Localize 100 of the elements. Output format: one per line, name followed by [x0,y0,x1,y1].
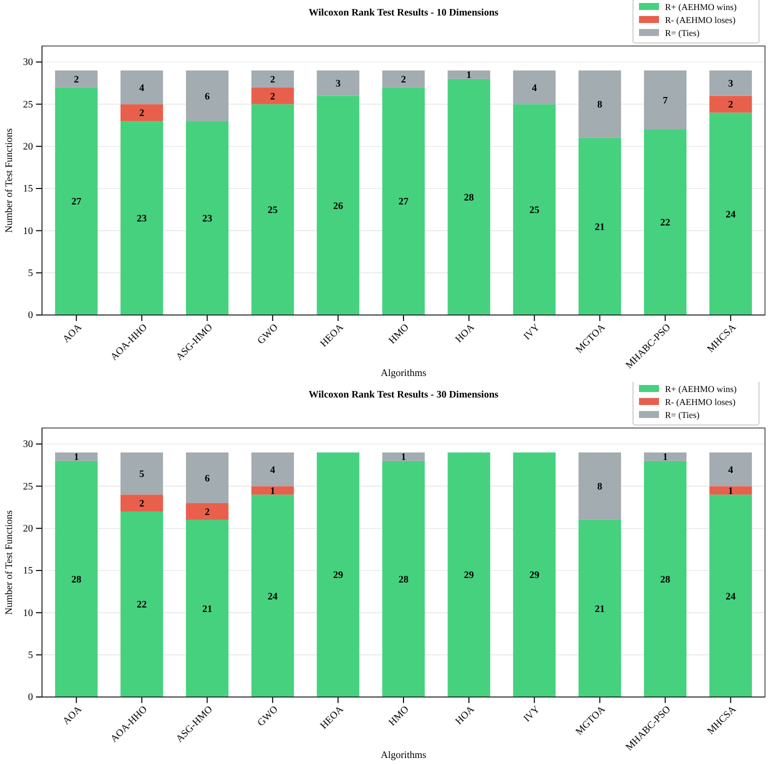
y-tick-label: 0 [28,310,33,322]
data-label: 2 [139,108,144,120]
legend-label: R= (Ties) [665,28,700,38]
data-label: 3 [728,78,734,90]
data-label: 29 [529,570,540,582]
data-label: 2 [204,506,210,518]
bar [120,104,164,122]
data-label: 1 [728,486,734,497]
data-label: 1 [74,452,79,464]
bar [578,138,622,315]
bar [578,452,622,520]
bar [186,121,228,315]
bar [316,70,360,96]
data-label: 22 [660,218,670,229]
bar [120,511,164,697]
data-label: 25 [529,205,540,216]
data-label: 2 [74,74,79,86]
y-axis-title: Number of Test Functions [4,128,15,233]
legend-label: R+ (AEHMO wins) [665,384,737,394]
bar [120,452,164,495]
data-label: 1 [401,452,406,464]
bar [578,70,622,138]
bar [251,70,294,88]
y-tick-label: 10 [23,226,33,237]
bar [186,452,228,504]
bar [709,486,752,495]
y-tick-label: 25 [23,99,33,110]
data-label: 4 [728,464,734,476]
data-label: 26 [333,200,344,212]
y-tick-label: 20 [23,524,33,535]
data-label: 2 [270,91,276,102]
bar [513,70,556,104]
bar [251,452,294,486]
data-label: 1 [270,486,276,497]
data-label: 2 [728,100,734,111]
bar [251,494,294,697]
legend-label: R- (AEHMO loses) [665,397,736,408]
chart-title: Wilcoxon Rank Test Results - 30 Dimensions [308,390,499,400]
data-label: 27 [71,196,82,208]
data-label: 29 [464,570,474,582]
bar [316,452,360,697]
bar [382,70,425,88]
y-tick-label: 0 [28,692,33,704]
bar [644,460,686,697]
y-tick-label: 25 [23,481,33,492]
chart-title: Wilcoxon Rank Test Results - 10 Dimensions [308,8,499,18]
data-label: 29 [333,570,344,582]
bar [709,452,752,486]
data-label: 28 [660,574,670,586]
x-tick-label: IVY [522,322,542,342]
legend-label: R- (AEHMO loses) [665,15,736,26]
bar [448,78,490,315]
data-label: 2 [139,498,144,510]
data-label: 21 [202,604,212,615]
bar [120,121,164,315]
bar [578,520,622,697]
bar [186,503,228,520]
bar [513,104,556,315]
bar [644,452,686,461]
data-label: 24 [726,209,736,220]
data-label: 8 [597,100,602,111]
data-label: 23 [136,214,147,225]
data-label: 21 [594,604,605,615]
data-label: 3 [336,78,341,90]
data-label: 23 [202,214,212,225]
bar [448,452,490,697]
data-label: 7 [662,95,668,106]
data-label: 28 [398,574,408,586]
bar [55,460,98,697]
x-axis-title: Algorithms [380,368,426,379]
bar [644,70,686,130]
data-label: 2 [270,74,276,86]
data-label: 24 [726,591,736,602]
legend-label: R= (Ties) [665,410,700,420]
x-axis-title: Algorithms [380,750,426,761]
data-label: 4 [532,82,537,94]
bar [513,452,556,697]
bar [120,70,164,104]
bar [382,460,425,697]
bar [251,87,294,104]
data-label: 4 [270,464,276,476]
data-label: 5 [139,469,144,480]
bar [709,494,752,697]
data-label: 28 [71,574,82,586]
data-label: 1 [466,70,472,82]
data-label: 21 [594,222,605,233]
data-label: 24 [268,591,278,602]
data-label: 4 [139,82,144,94]
bar [709,96,752,113]
y-tick-label: 30 [23,57,33,68]
bar [120,494,164,512]
y-axis-title: Number of Test Functions [4,510,15,615]
bar [382,87,425,315]
y-tick-label: 10 [23,608,33,619]
data-label: 2 [401,74,406,86]
y-tick-label: 20 [23,142,33,153]
bar [644,129,686,315]
bar [55,452,98,461]
bar [186,70,228,122]
data-label: 22 [136,600,147,611]
